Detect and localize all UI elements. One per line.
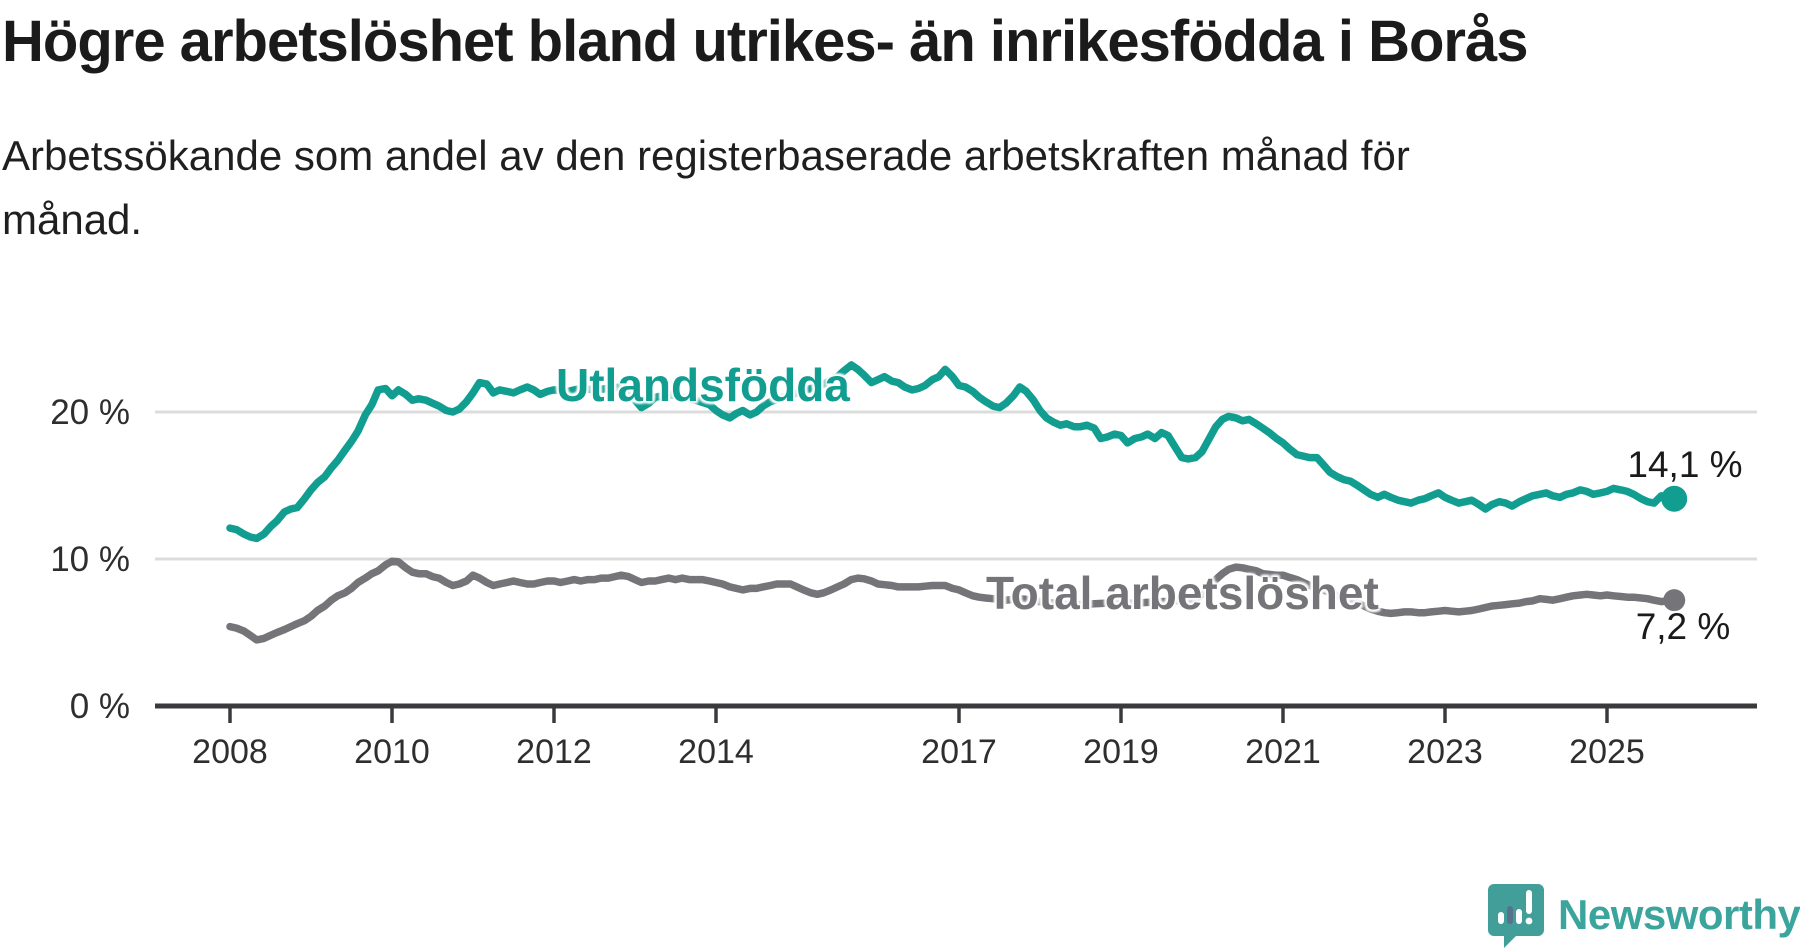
- x-axis-label-2025: 2025: [1569, 733, 1645, 771]
- series-label-utlandsfodda: Utlandsfödda: [556, 359, 850, 411]
- x-axis-label-2019: 2019: [1083, 733, 1159, 771]
- x-axis-label-2010: 2010: [354, 733, 430, 771]
- newsworthy-logo-text: Newsworthy: [1558, 891, 1800, 938]
- series-line-1: [226, 557, 1678, 644]
- page-title: Högre arbetslöshet bland utrikes- än inr…: [2, 9, 1528, 74]
- x-axis-label-2008: 2008: [192, 733, 268, 771]
- x-axis-label-2017: 2017: [921, 733, 997, 771]
- x-axis-label-2014: 2014: [678, 733, 754, 771]
- end-value-utlandsfodda: 14,1 %: [1627, 444, 1743, 485]
- end-value-total: 7,2 %: [1635, 606, 1731, 647]
- newsworthy-logo: Newsworthy: [1488, 882, 1800, 948]
- y-axis-label-0: 0 %: [70, 687, 130, 726]
- series-label-total-arbetsloshet: Total arbetslöshet: [986, 567, 1379, 619]
- series-line-0: [226, 361, 1678, 543]
- y-axis-label-10: 10 %: [50, 540, 130, 579]
- x-axis-label-2012: 2012: [516, 733, 592, 771]
- series-end-dot-1: [1663, 589, 1686, 612]
- chart-subtitle: Arbetssökande som andel av den registerb…: [2, 124, 1502, 252]
- newsworthy-logo-icon: [1488, 884, 1544, 948]
- y-axis-label-20: 20 %: [50, 393, 130, 432]
- subtitle-line-2: månad.: [2, 196, 143, 243]
- x-axis-label-2021: 2021: [1245, 733, 1321, 771]
- series-end-dot-0: [1661, 485, 1688, 512]
- subtitle-line-1: Arbetssökande som andel av den registerb…: [2, 132, 1410, 179]
- x-axis-label-2023: 2023: [1407, 733, 1483, 771]
